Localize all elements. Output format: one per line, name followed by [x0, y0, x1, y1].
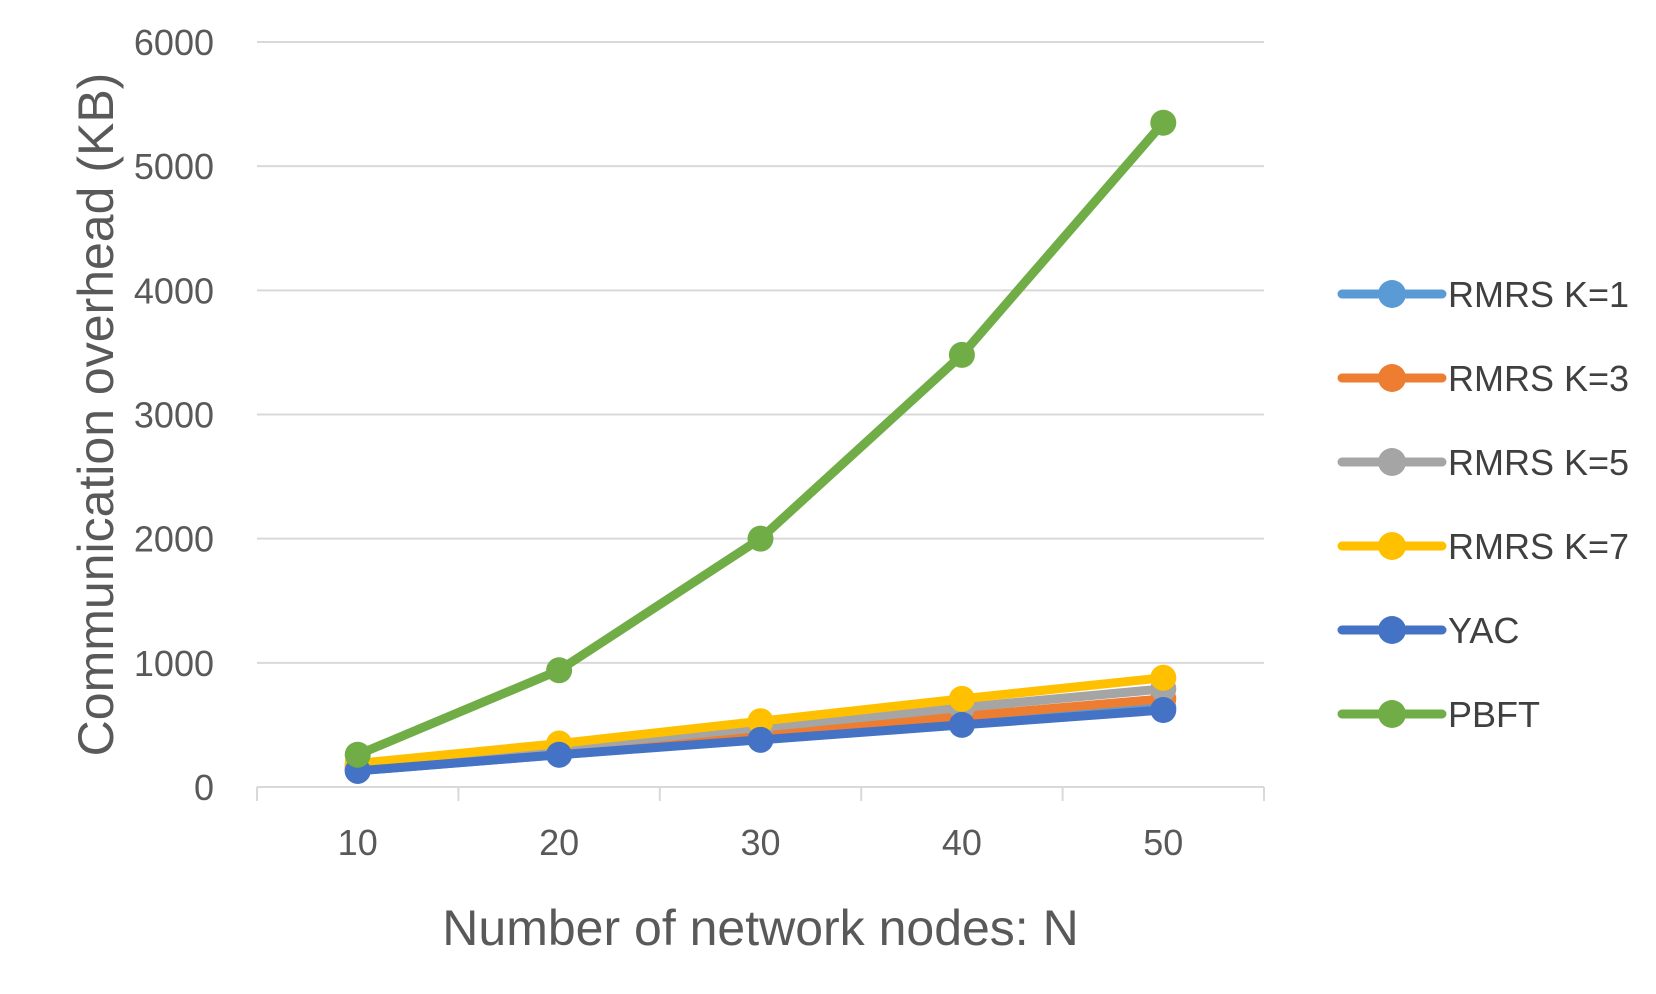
- legend-item-yac: YAC: [1337, 610, 1519, 651]
- y-axis-tick-labels: 0 1000 2000 3000 4000 5000 6000: [134, 22, 214, 808]
- y-tick-label: 4000: [134, 270, 214, 311]
- data-point-yac: [546, 741, 573, 768]
- x-tick-label: 10: [338, 822, 378, 863]
- x-axis: [256, 786, 1265, 801]
- data-point-pbft: [546, 657, 573, 684]
- y-tick-label: 2000: [134, 519, 214, 560]
- legend-label: RMRS K=1: [1448, 274, 1629, 315]
- gridlines: [257, 41, 1264, 664]
- series-line-pbft: [353, 118, 1168, 760]
- data-point-yac: [948, 711, 975, 738]
- x-tick-label: 30: [740, 822, 780, 863]
- x-axis-tick-labels: 10 20 30 40 50: [338, 822, 1184, 863]
- legend: RMRS K=1 RMRS K=3 RMRS K=5 RMRS K=7 YAC PBFT: [1337, 274, 1629, 735]
- legend-item-rmrs-k-3: RMRS K=3: [1337, 358, 1629, 399]
- series-pbft: [344, 109, 1177, 768]
- series-layer: [344, 109, 1177, 784]
- x-axis-title: Number of network nodes: N: [442, 900, 1078, 956]
- y-axis-title: Communication overhead (KB): [68, 73, 124, 757]
- data-point-rmrs-k-7: [1150, 664, 1177, 691]
- y-tick-label: 1000: [134, 643, 214, 684]
- data-point-rmrs-k-7: [948, 685, 975, 712]
- y-tick-label: 5000: [134, 146, 214, 187]
- legend-swatch-marker: [1378, 448, 1406, 476]
- legend-item-pbft: PBFT: [1337, 694, 1540, 735]
- legend-swatch-marker: [1378, 364, 1406, 392]
- legend-item-rmrs-k-1: RMRS K=1: [1337, 274, 1629, 315]
- legend-swatch-marker: [1378, 616, 1406, 644]
- legend-item-rmrs-k-5: RMRS K=5: [1337, 442, 1629, 483]
- legend-item-rmrs-k-7: RMRS K=7: [1337, 526, 1629, 567]
- x-tick-label: 20: [539, 822, 579, 863]
- legend-label: YAC: [1448, 610, 1519, 651]
- data-point-rmrs-k-7: [747, 708, 774, 735]
- data-point-yac: [747, 726, 774, 753]
- y-tick-label: 6000: [134, 22, 214, 63]
- data-point-pbft: [747, 525, 774, 552]
- legend-label: RMRS K=7: [1448, 526, 1629, 567]
- data-point-pbft: [1150, 109, 1177, 136]
- legend-label: PBFT: [1448, 694, 1540, 735]
- legend-label: RMRS K=5: [1448, 442, 1629, 483]
- legend-swatch-marker: [1378, 532, 1406, 560]
- x-tick-label: 50: [1143, 822, 1183, 863]
- data-point-pbft: [344, 741, 371, 768]
- y-tick-label: 0: [194, 767, 214, 808]
- data-point-yac: [1150, 697, 1177, 724]
- data-point-pbft: [948, 341, 975, 368]
- legend-swatch-marker: [1378, 280, 1406, 308]
- y-tick-label: 3000: [134, 395, 214, 436]
- legend-swatch-marker: [1378, 700, 1406, 728]
- legend-label: RMRS K=3: [1448, 358, 1629, 399]
- x-tick-label: 40: [942, 822, 982, 863]
